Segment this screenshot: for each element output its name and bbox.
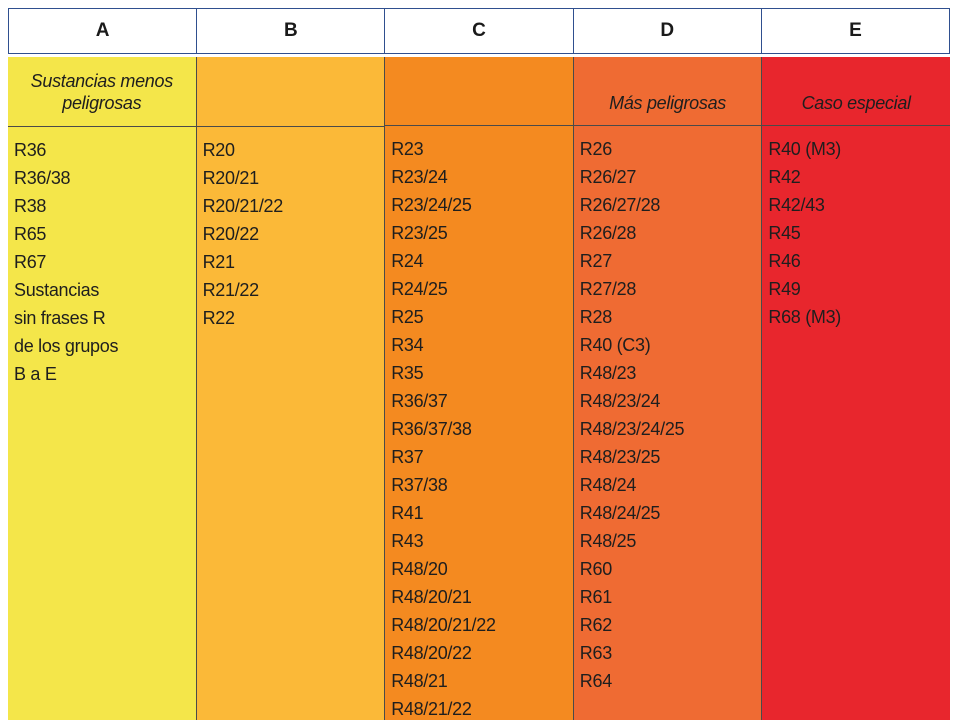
list-item: R48/21/22 (391, 699, 472, 719)
list-item: R48/23 (579, 363, 637, 383)
list-item: R67 (14, 252, 47, 272)
list-item: R48/25 (579, 531, 637, 551)
list-item: R20/21/22 (202, 196, 284, 216)
list-item: R21/22 (202, 280, 260, 300)
list-item: R20 (202, 140, 235, 160)
column-header-e: E (760, 9, 949, 53)
column-a: Sustancias menos peligrosas R36 R36/38 R38… (8, 57, 196, 720)
list-item: R48/23/24 (579, 391, 661, 411)
list-item: R42 (768, 167, 801, 187)
list-item: R23/24 (391, 167, 448, 187)
list-item: R48/20/22 (391, 643, 472, 663)
list-item: R27/28 (579, 279, 637, 299)
list-item: R20/21 (202, 168, 260, 188)
list-item: R48/23/24/25 (579, 419, 685, 439)
list-item: R48/20 (391, 559, 448, 579)
column-e-list: R40 (M3) R42 R42/43 R45 R46 R49 R68 (M3) (762, 126, 950, 331)
column-a-list: R36 R36/38 R38 R65 R67 Sustancias sin frases R… (8, 127, 196, 388)
column-b-description (196, 57, 385, 127)
list-item: R26/27 (579, 167, 637, 187)
list-item: R20/22 (202, 224, 260, 244)
list-item: R64 (579, 671, 612, 691)
list-item: R36/37/38 (391, 419, 472, 439)
list-item: R46 (768, 251, 801, 271)
list-item: R43 (391, 531, 424, 551)
list-item: R49 (768, 279, 801, 299)
list-item: R45 (768, 223, 801, 243)
list-item: R65 (14, 224, 47, 244)
list-item: R42/43 (768, 195, 825, 215)
list-item: R48/21 (391, 671, 448, 691)
list-item: R34 (391, 335, 424, 355)
list-item: R40 (M3) (768, 139, 841, 159)
list-item: R48/20/21 (391, 587, 472, 607)
list-item: R27 (579, 251, 612, 271)
list-item: R21 (202, 252, 235, 272)
list-item: R37 (391, 447, 424, 467)
column-b: R20 R20/21 R20/21/22 R20/22 R21 R21/22 R22 (195, 57, 385, 720)
list-item: R23 (391, 139, 424, 159)
list-item: R35 (391, 363, 424, 383)
list-item: sin frases R (14, 308, 106, 328)
column-header-b: B (196, 9, 384, 53)
table-body-row: Sustancias menos peligrosas R36 R36/38 R38… (8, 57, 950, 720)
list-item: R63 (579, 643, 612, 663)
list-item: R22 (202, 308, 235, 328)
list-item: R25 (391, 307, 424, 327)
list-item: R36/38 (14, 168, 71, 188)
column-e: Caso especial R40 (M3) R42 R42/43 R45 R46 R49… (761, 57, 950, 720)
list-item: R61 (579, 587, 612, 607)
column-d: Más peligrosas R26 R26/27 R26/27/28 R26/28 R… (572, 57, 762, 720)
column-header-a: A (95, 20, 110, 41)
list-item: R48/24 (579, 475, 637, 495)
list-item: R41 (391, 503, 424, 523)
list-item: R23/24/25 (391, 195, 472, 215)
list-item: R23/25 (391, 223, 448, 243)
column-header-c: C (384, 9, 572, 53)
column-e-description: Caso especial (762, 57, 950, 126)
list-item: R48/23/25 (579, 447, 661, 467)
list-item: R48/20/21/22 (391, 615, 496, 635)
column-b-list: R20 R20/21 R20/21/22 R20/22 R21 R21/22 R22 (197, 127, 385, 332)
list-item: Sustancias (14, 280, 100, 300)
list-item: R36/37 (391, 391, 448, 411)
column-d-description: Más peligrosas (573, 57, 762, 126)
column-d-list: R26 R26/27 R26/27/28 R26/28 R27 R27/28 R28 R40 … (574, 126, 762, 695)
list-item: R38 (14, 196, 47, 216)
list-item: B a E (14, 364, 57, 384)
list-item: R37/38 (391, 475, 448, 495)
column-c-list: R23 R23/24 R23/24/25 R23/25 R24 R24/25 R25 R34 R… (385, 126, 573, 720)
list-item: R26/28 (579, 223, 637, 243)
column-c-description (385, 57, 573, 126)
list-item: R28 (579, 307, 612, 327)
list-item: R24/25 (391, 279, 448, 299)
list-item: R26 (579, 139, 612, 159)
list-item: R26/27/28 (579, 195, 661, 215)
table-header-row: A B C D E (8, 8, 950, 54)
column-header-d: D (572, 9, 761, 53)
list-item: R48/24/25 (579, 503, 661, 523)
list-item: R24 (391, 251, 424, 271)
list-item: R40 (C3) (579, 335, 651, 355)
hazard-group-table: A B C D E Sustancias menos peligrosas R3… (8, 8, 950, 720)
list-item: R68 (M3) (768, 307, 841, 327)
list-item: R62 (579, 615, 612, 635)
list-item: de los grupos (14, 336, 119, 356)
list-item: R36 (14, 140, 47, 160)
column-c: R23 R23/24 R23/24/25 R23/25 R24 R24/25 R25 R34 R… (384, 57, 573, 720)
column-a-description: Sustancias menos peligrosas (8, 57, 196, 127)
list-item: R60 (579, 559, 612, 579)
